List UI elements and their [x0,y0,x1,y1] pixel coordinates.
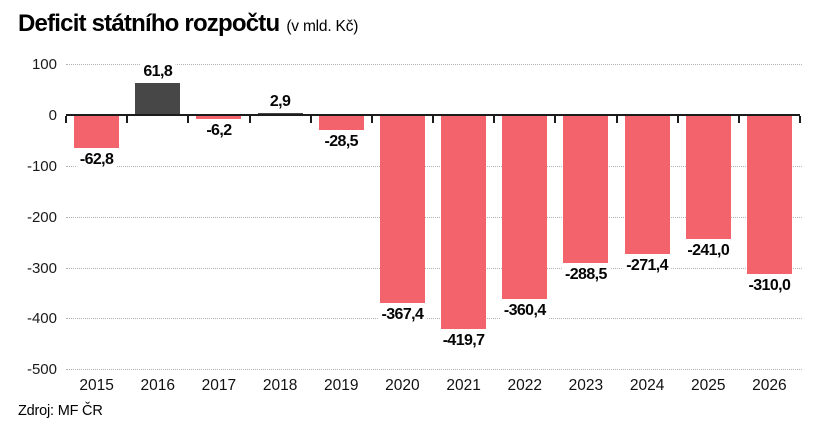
axis-tick [309,116,312,123]
axis-tick [370,116,373,123]
bar [624,116,670,254]
bar-value-label: -419,7 [439,333,488,350]
axis-tick [554,116,557,123]
axis-tick [432,116,434,123]
axis-tick [799,116,801,123]
axis-tick [676,116,679,123]
bar-value-label: -288,5 [562,266,610,283]
axis-tick [737,116,740,123]
y-axis-label: -200 [26,208,57,226]
x-axis-label: 2017 [201,377,237,394]
y-axis-label: 100 [31,56,57,74]
axis-tick [248,116,251,123]
x-axis-label: 2020 [385,377,420,394]
axis-tick [493,116,496,123]
x-axis-line [66,114,800,116]
y-axis-label: -100 [26,157,57,175]
axis-tick [126,116,129,123]
x-axis-label: 2022 [507,377,542,394]
grid-line-h [66,216,802,218]
x-axis-label: 2019 [324,377,359,394]
axis-tick [615,116,618,123]
chart-title: Deficit státního rozpočtu (v mld. Kč) [18,10,358,38]
grid-line-h [66,165,802,167]
bar-value-label: -310,0 [745,277,794,294]
chart-subtitle-text: (v mld. Kč) [286,18,359,35]
bar [746,116,792,274]
bar-value-label: 61,8 [140,63,176,80]
axis-tick [187,116,190,123]
grid-line-h [66,64,802,66]
bar-value-label: -6,2 [203,123,235,140]
bar [257,112,303,114]
bar-value-label: -271,4 [623,257,671,274]
y-axis-label: 0 [48,107,57,124]
bar [441,116,487,330]
bar [74,116,120,148]
bar [379,116,425,303]
bar [563,116,609,263]
bar-value-label: -360,4 [500,303,549,320]
y-axis-label: -300 [26,259,57,277]
x-axis-label: 2016 [140,377,175,394]
chart-title-text: Deficit státního rozpočtu [18,10,280,37]
bar-value-label: -367,4 [378,306,427,323]
bar [196,116,242,120]
bar-value-label: -28,5 [321,134,361,151]
bar [685,116,731,239]
x-axis-label: 2015 [79,377,114,394]
source-note: Zdroj: MF ČR [18,403,103,419]
bar [502,116,548,300]
grid-line-h [66,267,802,269]
x-axis-label: 2026 [752,377,787,394]
bar-value-label: -241,0 [684,242,733,259]
y-axis-label: -500 [26,361,57,379]
grid-line-h [66,369,802,371]
bar [318,116,364,131]
bar-value-label: -62,8 [76,151,117,168]
y-axis-label: -400 [26,310,57,328]
grid-line-h [66,318,802,320]
x-axis-label: 2025 [691,377,726,394]
x-axis-label: 2018 [262,377,298,394]
x-axis-label: 2023 [568,377,604,394]
x-axis-label: 2024 [629,377,665,394]
axis-tick [65,116,67,123]
bar [135,82,181,114]
bar-value-label: 2,9 [266,93,294,110]
x-axis-label: 2021 [446,377,481,394]
